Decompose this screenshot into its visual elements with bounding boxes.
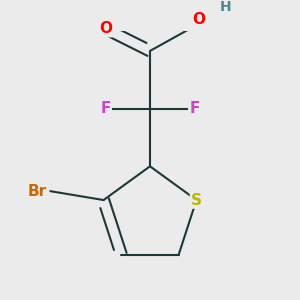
Text: F: F	[100, 101, 111, 116]
Text: H: H	[220, 0, 231, 14]
Text: F: F	[189, 101, 200, 116]
Text: O: O	[99, 21, 112, 36]
Text: S: S	[191, 193, 202, 208]
Text: Br: Br	[27, 184, 46, 199]
Text: O: O	[192, 12, 205, 27]
